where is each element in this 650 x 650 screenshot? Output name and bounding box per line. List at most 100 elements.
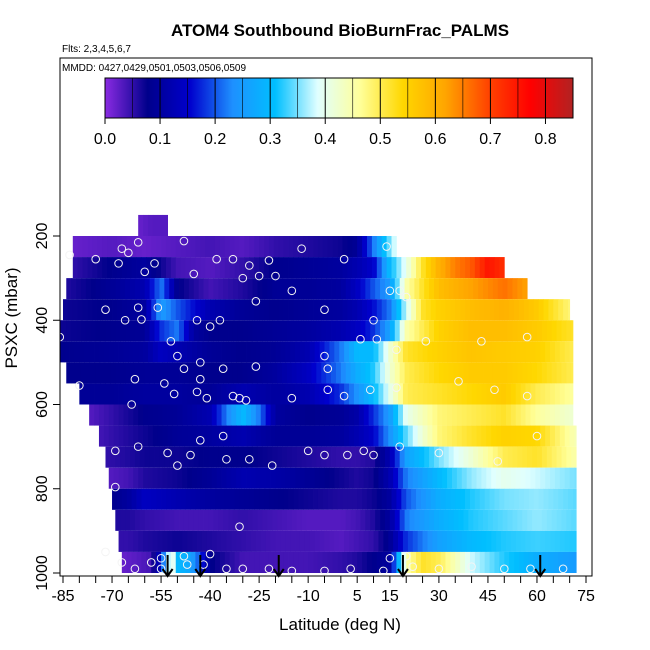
heatmap-cell — [332, 488, 338, 510]
heatmap-cell — [448, 446, 455, 468]
heatmap-cell — [412, 467, 419, 489]
heatmap-cell — [383, 425, 389, 447]
profile-arrows — [161, 555, 547, 578]
x-tick-label: 30 — [430, 588, 448, 605]
heatmap-cell — [211, 383, 218, 405]
heatmap-cell — [451, 425, 458, 447]
heatmap-cell — [321, 446, 327, 468]
heatmap-cell — [530, 383, 536, 405]
heatmap-cell — [108, 341, 115, 363]
heatmap-cell — [112, 257, 118, 279]
heatmap-cell — [195, 551, 201, 573]
observation-point — [173, 351, 182, 361]
heatmap-cell — [254, 236, 260, 258]
heatmap-cell — [85, 320, 92, 342]
heatmap-cell — [344, 404, 350, 426]
heatmap-cell — [381, 488, 388, 510]
heatmap-cell — [206, 425, 213, 447]
heatmap-cell — [432, 467, 438, 489]
heatmap-cell — [396, 488, 402, 510]
heatmap-cell — [118, 383, 124, 405]
heatmap-cell — [430, 488, 437, 510]
observation-point — [408, 562, 418, 571]
heatmap-cell — [501, 383, 507, 405]
heatmap-cell — [496, 404, 502, 426]
heatmap-cell — [149, 320, 155, 342]
heatmap-cell — [545, 341, 551, 363]
heatmap-cell — [66, 278, 72, 300]
observation-point — [522, 391, 532, 401]
heatmap-cell — [275, 530, 281, 552]
heatmap-cell — [223, 362, 229, 384]
heatmap-cell — [393, 467, 399, 489]
heatmap-cell — [262, 509, 268, 531]
heatmap-cell — [306, 446, 312, 468]
heatmap-cell — [311, 446, 317, 468]
heatmap-cell — [130, 446, 136, 468]
heatmap-cell — [388, 341, 394, 363]
heatmap-cell — [87, 257, 93, 279]
heatmap-cell — [267, 446, 273, 468]
heatmap-cell — [538, 551, 544, 573]
heatmap-cell — [409, 278, 415, 300]
heatmap-cell — [414, 278, 420, 300]
heatmap-cell — [332, 551, 338, 573]
heatmap-cell — [200, 488, 206, 510]
heatmap-cell — [561, 509, 567, 531]
heatmap-cell — [523, 299, 530, 321]
heatmap-cell — [366, 488, 373, 510]
heatmap-cell — [165, 299, 172, 321]
heatmap-cell — [161, 257, 167, 279]
heatmap-cell — [409, 362, 415, 384]
heatmap-cell — [232, 362, 239, 384]
heatmap-cell — [365, 320, 371, 342]
heatmap-cell — [412, 425, 419, 447]
heatmap-cell — [71, 362, 77, 384]
heatmap-cell — [154, 509, 160, 531]
heatmap-cell — [455, 488, 461, 510]
heatmap-cell — [518, 299, 525, 321]
heatmap-cell — [255, 425, 262, 447]
heatmap-cell — [252, 362, 258, 384]
heatmap-cell — [118, 341, 124, 363]
heatmap-cell — [458, 278, 464, 300]
heatmap-cell — [545, 530, 551, 552]
observation-point — [202, 393, 212, 403]
heatmap-cell — [201, 404, 208, 426]
dates-note: MMDD: 0427,0429,0501,0503,0506,0509 — [62, 63, 246, 74]
heatmap-cell — [460, 551, 466, 573]
heatmap-cell — [437, 530, 443, 552]
observation-point — [369, 315, 378, 325]
observation-point — [395, 442, 404, 451]
heatmap-cell — [322, 299, 329, 321]
heatmap-cell — [214, 257, 221, 279]
heatmap-cell — [416, 299, 422, 321]
heatmap-cell — [216, 341, 222, 363]
heatmap-cell — [548, 488, 554, 510]
heatmap-cell — [206, 404, 213, 426]
heatmap-cell — [536, 446, 543, 468]
heatmap-cell — [388, 530, 394, 552]
heatmap-cell — [389, 509, 396, 531]
heatmap-cell — [357, 551, 363, 573]
heatmap-cell — [249, 551, 255, 573]
observation-point — [130, 374, 140, 384]
heatmap-cell — [510, 425, 517, 447]
heatmap-cell — [373, 467, 379, 489]
heatmap-cell — [561, 320, 567, 342]
heatmap-cell — [164, 320, 170, 342]
heatmap-cell — [396, 257, 402, 279]
heatmap-cell — [295, 341, 301, 363]
heatmap-cell — [466, 341, 472, 363]
heatmap-cell — [165, 551, 172, 573]
heatmap-cell — [79, 341, 85, 363]
heatmap-cell — [468, 320, 474, 342]
heatmap-cell — [528, 551, 535, 573]
observation-point — [271, 271, 280, 281]
heatmap-cell — [476, 530, 482, 552]
heatmap-cell — [120, 509, 126, 531]
heatmap-cell — [197, 383, 203, 405]
heatmap-cell — [77, 236, 84, 258]
observation-points — [60, 236, 568, 576]
